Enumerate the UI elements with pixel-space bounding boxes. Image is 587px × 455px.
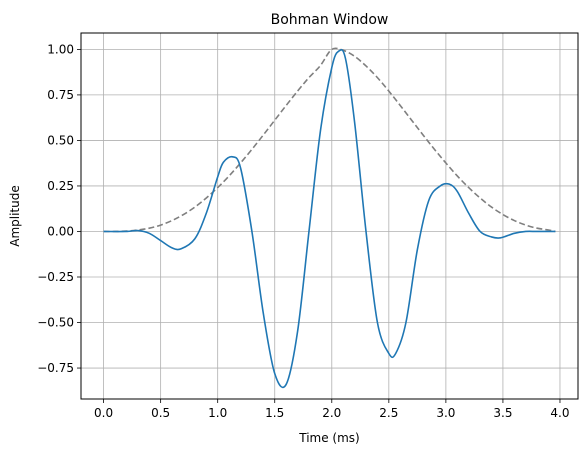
x-tick-label: 2.0 xyxy=(322,406,341,420)
chart-title: Bohman Window xyxy=(271,12,389,28)
plot-frame xyxy=(80,32,579,400)
window-envelope-line xyxy=(103,47,556,233)
x-tick-label: 2.5 xyxy=(379,406,398,420)
y-tick-label: 0.00 xyxy=(47,224,74,238)
x-tick-label: 1.5 xyxy=(265,406,284,420)
y-tick-label: −0.25 xyxy=(37,270,74,284)
y-tick-label: 0.25 xyxy=(47,179,74,193)
x-ticks: 0.0 0.5 1.0 1.5 2.0 2.5 3.0 3.5 4.0 xyxy=(94,399,570,420)
y-tick-label: −0.75 xyxy=(37,361,74,375)
y-tick-label: 0.75 xyxy=(47,88,74,102)
y-tick-label: 1.00 xyxy=(47,42,74,56)
x-tick-label: 3.0 xyxy=(436,406,455,420)
y-tick-label: 0.50 xyxy=(47,133,74,147)
windowed-signal-line xyxy=(103,48,556,389)
y-axis-label: Amplitude xyxy=(8,185,22,247)
x-tick-label: 3.5 xyxy=(493,406,512,420)
series-layer xyxy=(103,47,556,389)
x-axis-label: Time (ms) xyxy=(298,431,360,445)
x-tick-label: 4.0 xyxy=(550,406,569,420)
x-tick-label: 1.0 xyxy=(208,406,227,420)
x-tick-label: 0.0 xyxy=(94,406,113,420)
y-tick-label: −0.50 xyxy=(37,316,74,330)
y-ticks: −0.75 −0.50 −0.25 0.00 0.25 0.50 0.75 1.00 xyxy=(37,42,81,375)
grid xyxy=(81,33,578,399)
x-tick-label: 0.5 xyxy=(151,406,170,420)
